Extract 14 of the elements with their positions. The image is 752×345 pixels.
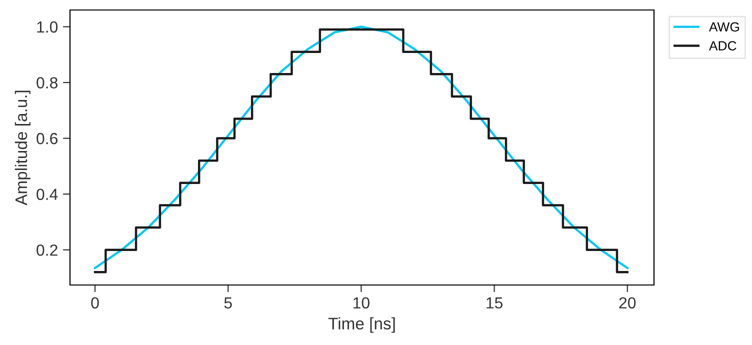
y-tick-label: 0.6 — [36, 132, 58, 144]
x-axis-title: Time [ns] — [328, 317, 395, 333]
x-tick-label: 0 — [91, 297, 99, 309]
x-tick-label: 20 — [619, 297, 636, 309]
y-axis-title: Amplitude [a.u.] — [14, 90, 30, 206]
y-tick-label: 0.2 — [36, 244, 58, 256]
legend-label: AWG — [708, 22, 739, 32]
x-tick-label: 5 — [224, 297, 232, 309]
x-tick-label: 15 — [486, 297, 503, 309]
y-tick-label: 0.4 — [36, 188, 58, 200]
legend-label: ADC — [708, 41, 736, 50]
y-tick-label: 0.8 — [36, 77, 58, 88]
y-tick-label: 1.0 — [37, 21, 58, 33]
x-tick-label: 10 — [354, 297, 370, 309]
